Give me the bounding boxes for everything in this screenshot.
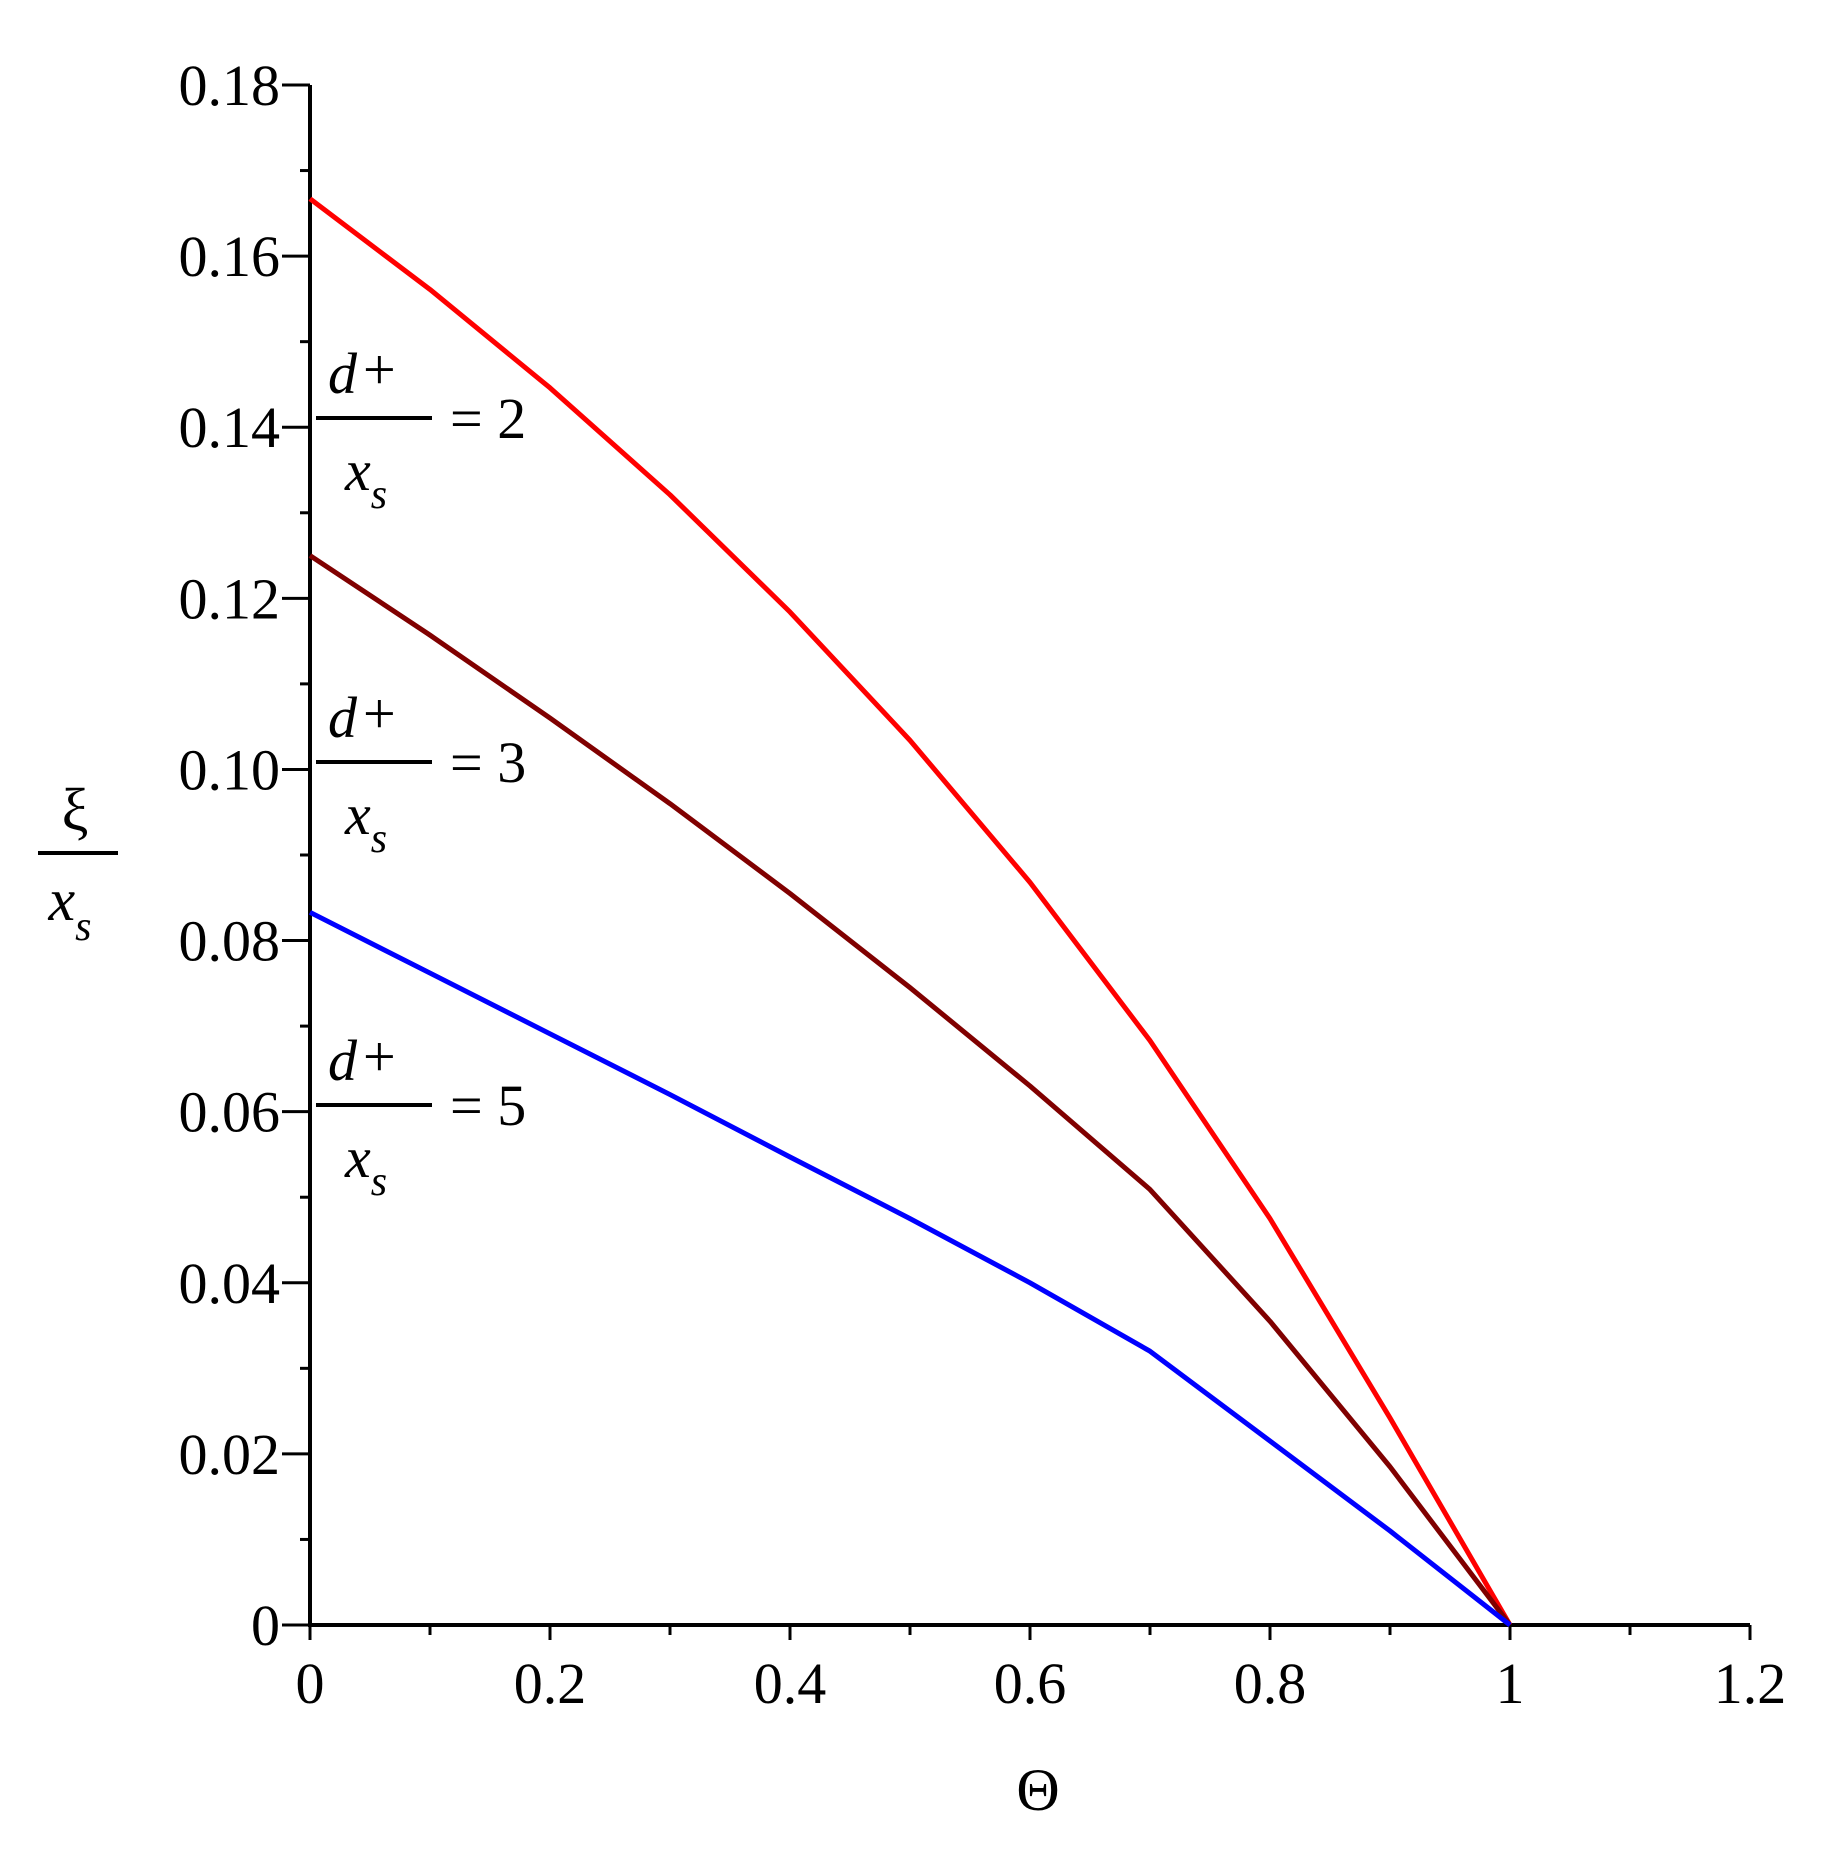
series-line-1 [308, 196, 1513, 1627]
y-tick-label: 0.02 [179, 1422, 281, 1487]
y-axis-label-numerator: ξ [62, 777, 89, 843]
axes: 0 0.2 0.4 0.6 0.8 1 1.2 0 0.02 0.04 0.06 0.08 0.10 0.… [38, 53, 1786, 1823]
x-tick-label: 0.6 [994, 1651, 1067, 1716]
x-tick-label: 1.2 [1714, 1651, 1787, 1716]
y-tick-label: 0 [251, 1593, 280, 1658]
series-layer [308, 196, 1513, 1627]
x-tick-label: 0.8 [1234, 1651, 1307, 1716]
curve-label-denominator: xs [344, 782, 387, 862]
curve-label-numerator: d + [328, 1024, 396, 1093]
labels-layer: d + xs = 2 d + xs = 3 d + xs = 5 [316, 337, 526, 1205]
y-axis-label-denominator: xs [48, 867, 92, 950]
y-tick-label: 0.08 [179, 909, 281, 974]
curve-label-numerator: d + [328, 681, 396, 750]
x-tick-label: 0.2 [514, 1651, 587, 1716]
x-tick-label: 0 [296, 1651, 325, 1716]
curve-label-2: d + xs = 3 [316, 681, 526, 862]
x-tick-label: 0.4 [754, 1651, 827, 1716]
curve-label-1: d + xs = 2 [316, 337, 526, 518]
curve-label-numerator: d + [328, 337, 396, 406]
y-tick-label: 0.04 [179, 1251, 281, 1316]
y-tick-label: 0.16 [179, 224, 281, 289]
curve-label-value: = 5 [450, 1073, 526, 1138]
series-line-2 [308, 553, 1512, 1627]
y-axis-label: ξ xs [38, 777, 118, 950]
y-tick-label: 0.06 [179, 1080, 281, 1145]
curve-label-denominator: xs [344, 438, 387, 518]
y-tick-label: 0.14 [179, 395, 281, 460]
curve-label-denominator: xs [344, 1125, 387, 1205]
y-tick-label: 0.12 [179, 566, 281, 631]
x-axis-label: Θ [1016, 1757, 1059, 1823]
y-tick-label: 0.10 [179, 737, 281, 802]
series-line-3 [308, 910, 1512, 1627]
curve-label-value: = 2 [450, 386, 526, 451]
y-tick-label: 0.18 [179, 53, 281, 118]
curve-label-3: d + xs = 5 [316, 1024, 526, 1205]
x-tick-label: 1 [1496, 1651, 1525, 1716]
curve-label-value: = 3 [450, 730, 526, 795]
